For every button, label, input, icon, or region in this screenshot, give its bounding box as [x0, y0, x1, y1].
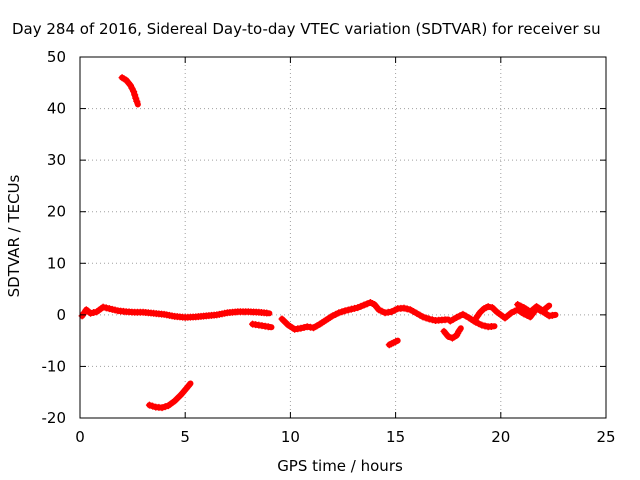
- x-tick-label: 20: [491, 428, 510, 446]
- data-point: [102, 304, 110, 312]
- data-point: [441, 316, 449, 324]
- data-point: [548, 311, 556, 319]
- data-point: [517, 302, 525, 310]
- data-point: [475, 320, 483, 328]
- data-point: [453, 313, 461, 321]
- data-point: [130, 88, 138, 96]
- y-tick-label: 0: [56, 306, 66, 324]
- series-arc: [440, 325, 464, 342]
- data-point: [400, 304, 408, 312]
- data-point: [391, 306, 399, 314]
- x-tick-label: 25: [596, 428, 615, 446]
- data-point: [403, 305, 411, 313]
- series-arc: [78, 303, 273, 321]
- y-tick-label: 20: [47, 203, 66, 221]
- data-point: [425, 315, 433, 323]
- data-point: [344, 306, 352, 314]
- x-tick-label: 10: [281, 428, 300, 446]
- data-point: [87, 309, 95, 317]
- series-arc: [278, 298, 452, 333]
- data-point: [300, 323, 308, 331]
- plot-frame: [79, 56, 607, 419]
- data-point: [378, 307, 386, 315]
- data-point: [126, 81, 134, 89]
- data-point: [338, 308, 346, 316]
- data-point: [297, 324, 305, 332]
- x-tick-label: 5: [180, 428, 190, 446]
- y-tick-label: 50: [47, 48, 66, 66]
- data-point: [456, 312, 464, 320]
- data-point: [131, 91, 139, 99]
- y-tick-label: 10: [47, 254, 66, 272]
- series-arc: [385, 337, 401, 349]
- data-point: [387, 308, 395, 316]
- data-point: [357, 302, 365, 310]
- series-arc: [118, 74, 141, 108]
- data-point: [392, 338, 400, 346]
- data-point: [428, 316, 436, 324]
- y-axis-label: SDTVAR / TECUs: [5, 174, 23, 297]
- data-point: [341, 307, 349, 315]
- data-point: [360, 301, 368, 309]
- data-point: [422, 314, 430, 322]
- y-tick-label: -20: [42, 409, 67, 427]
- data-point: [484, 303, 492, 311]
- series-arc: [249, 320, 275, 331]
- data-point: [332, 310, 340, 318]
- x-tick-label: 15: [386, 428, 405, 446]
- data-point: [128, 84, 136, 92]
- data-point: [263, 309, 271, 317]
- series-arc: [446, 310, 498, 331]
- data-point: [481, 322, 489, 330]
- data-point: [158, 404, 166, 412]
- data-point: [455, 327, 463, 335]
- series-arc: [145, 380, 194, 412]
- data-point: [90, 309, 98, 317]
- y-tick-label: 40: [47, 100, 66, 118]
- series-arc: [514, 301, 553, 316]
- data-point: [520, 310, 528, 318]
- y-tick-label: -10: [42, 357, 67, 375]
- data-point: [375, 306, 383, 314]
- data-point: [161, 403, 169, 411]
- data-point: [132, 94, 140, 102]
- data-point: [507, 309, 515, 317]
- y-tick-label: 30: [47, 151, 66, 169]
- data-point: [487, 322, 495, 330]
- data-point: [354, 304, 362, 312]
- data-point: [184, 382, 192, 390]
- data-point: [419, 313, 427, 321]
- data-point: [335, 309, 343, 317]
- data-point: [478, 321, 486, 329]
- x-axis: 0 5 10 15 20 25: [75, 57, 616, 446]
- grid: [80, 57, 606, 418]
- y-axis: -20 -10 0 10 20 30 40 50: [42, 48, 606, 427]
- data-point: [328, 312, 336, 320]
- chart-title: Day 284 of 2016, Sidereal Day-to-day VTE…: [12, 20, 601, 38]
- data-point: [514, 301, 522, 309]
- data-point: [145, 401, 153, 409]
- data-point: [149, 402, 157, 410]
- data-point: [347, 305, 355, 313]
- x-tick-label: 0: [75, 428, 85, 446]
- plot-area: [78, 74, 559, 412]
- data-point: [264, 323, 272, 331]
- data-point: [133, 97, 141, 105]
- x-axis-label: GPS time / hours: [277, 457, 403, 475]
- data-point: [444, 333, 452, 341]
- data-point: [99, 303, 107, 311]
- data-point: [543, 303, 551, 311]
- data-point: [351, 304, 359, 312]
